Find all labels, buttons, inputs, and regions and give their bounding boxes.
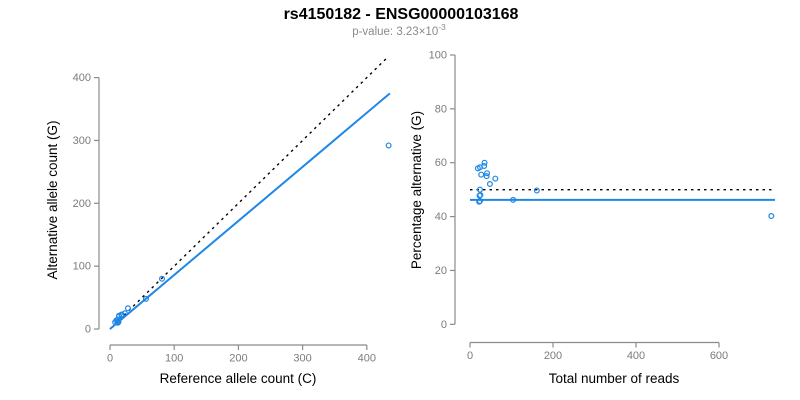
x-tick-label: 300	[293, 353, 311, 365]
x-tick-label: 200	[229, 353, 247, 365]
data-point	[477, 192, 484, 199]
data-point	[486, 180, 493, 187]
pvalue-times-ten: ×10	[418, 26, 439, 38]
data-point	[492, 175, 499, 182]
y-axis-label: Percentage alternative (G)	[409, 111, 424, 269]
y-tick-label: 0	[441, 319, 447, 331]
data-point	[476, 198, 483, 205]
y-tick-label: 60	[435, 157, 447, 169]
pvalue-mantissa: 3.23	[396, 26, 419, 38]
fit-line	[109, 92, 391, 330]
y-tick-label: 20	[435, 265, 447, 277]
data-point	[476, 186, 483, 193]
x-tick-label: 100	[165, 353, 183, 365]
data-point	[124, 305, 131, 312]
data-point	[142, 295, 149, 302]
data-point	[476, 197, 483, 204]
y-tick-label: 80	[435, 103, 447, 115]
y-tick-label: 200	[73, 198, 91, 210]
figure-title: rs4150182 - ENSG00000103168	[283, 6, 519, 23]
pvalue-prefix: p-value:	[352, 26, 397, 38]
y-tick-label: 0	[85, 324, 91, 336]
figure-subtitle: p-value: 3.23×10-3	[352, 23, 446, 38]
percentage-reads-scatter-plot: 0 20 40 60 80 100 0 200 400 600 Total number of re…	[409, 50, 776, 386]
data-point	[481, 162, 488, 169]
y-tick-label: 100	[73, 261, 91, 273]
y-tick-label: 100	[429, 50, 447, 62]
data-point	[483, 173, 490, 180]
data-point	[121, 310, 128, 317]
data-point	[510, 196, 517, 203]
y-tick-label: 300	[73, 135, 91, 147]
pvalue-exponent: -3	[438, 22, 446, 33]
y-tick-label: 400	[73, 72, 91, 84]
x-axis-label: Reference allele count (C)	[160, 371, 317, 386]
x-tick-label: 200	[544, 350, 562, 362]
data-point	[484, 170, 491, 177]
x-tick-label: 600	[710, 350, 728, 362]
x-tick-label: 0	[107, 353, 113, 365]
data-point	[533, 187, 540, 194]
data-point	[768, 213, 775, 220]
data-point	[481, 159, 488, 166]
allele-count-scatter-plot: 0 100 200 300 400 0 100 200 300 400 Reference alle…	[45, 55, 392, 386]
identity-line	[109, 55, 390, 330]
data-point	[478, 171, 485, 178]
y-tick-label: 40	[435, 211, 447, 223]
data-point	[159, 275, 166, 282]
x-tick-label: 0	[467, 350, 473, 362]
x-tick-label: 400	[627, 350, 645, 362]
x-axis-label: Total number of reads	[549, 371, 680, 386]
x-tick-label: 400	[358, 353, 376, 365]
data-point	[385, 142, 392, 149]
y-axis-label: Alternative allele count (G)	[45, 120, 60, 279]
